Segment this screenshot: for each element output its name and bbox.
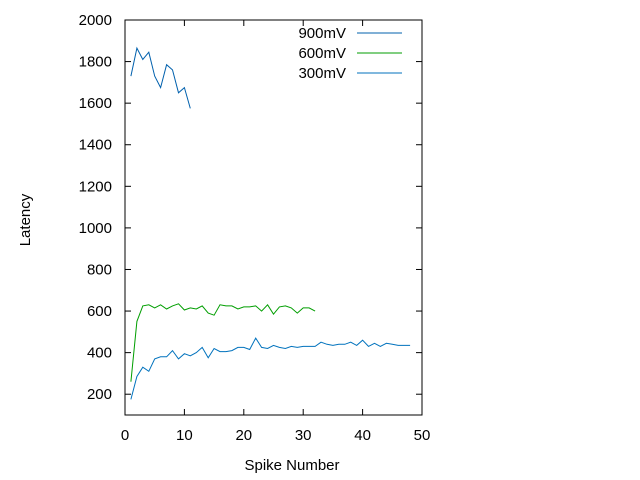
series-line-600mV [130, 303, 316, 382]
y-tick-label: 1000 [79, 220, 112, 237]
y-tick-label: 1800 [79, 54, 112, 71]
y-axis-title: Latency [17, 193, 34, 246]
x-tick-label: 0 [121, 427, 129, 444]
x-tick-label: 30 [295, 427, 312, 444]
axis-tick-labels: 0 10 20 30 40 50 200 400 600 800 1000 1200 1400 1600 1… [79, 12, 431, 444]
x-tick-label: 20 [235, 427, 252, 444]
series-line-900mV [130, 46, 191, 109]
legend-label: 300mV [298, 65, 346, 82]
axis-ticks [124, 19, 423, 415]
x-tick-label: 40 [354, 427, 371, 444]
x-tick-label: 50 [414, 427, 431, 444]
x-axis-title: Spike Number [244, 457, 339, 474]
series-line-300mV [130, 337, 411, 400]
y-tick-label: 600 [87, 303, 112, 320]
plot-frame [124, 19, 423, 416]
y-tick-label: 200 [87, 386, 112, 403]
x-tick-label: 10 [176, 427, 193, 444]
series-lines [130, 46, 411, 400]
legend-label: 600mV [298, 45, 346, 62]
y-tick-label: 800 [87, 261, 112, 278]
legend-label: 900mV [298, 25, 346, 42]
y-tick-label: 2000 [79, 12, 112, 29]
y-tick-label: 400 [87, 345, 112, 362]
y-tick-label: 1200 [79, 178, 112, 195]
y-tick-label: 1600 [79, 95, 112, 112]
legend: 900mV 600mV 300mV [298, 25, 402, 82]
y-tick-label: 1400 [79, 137, 112, 154]
